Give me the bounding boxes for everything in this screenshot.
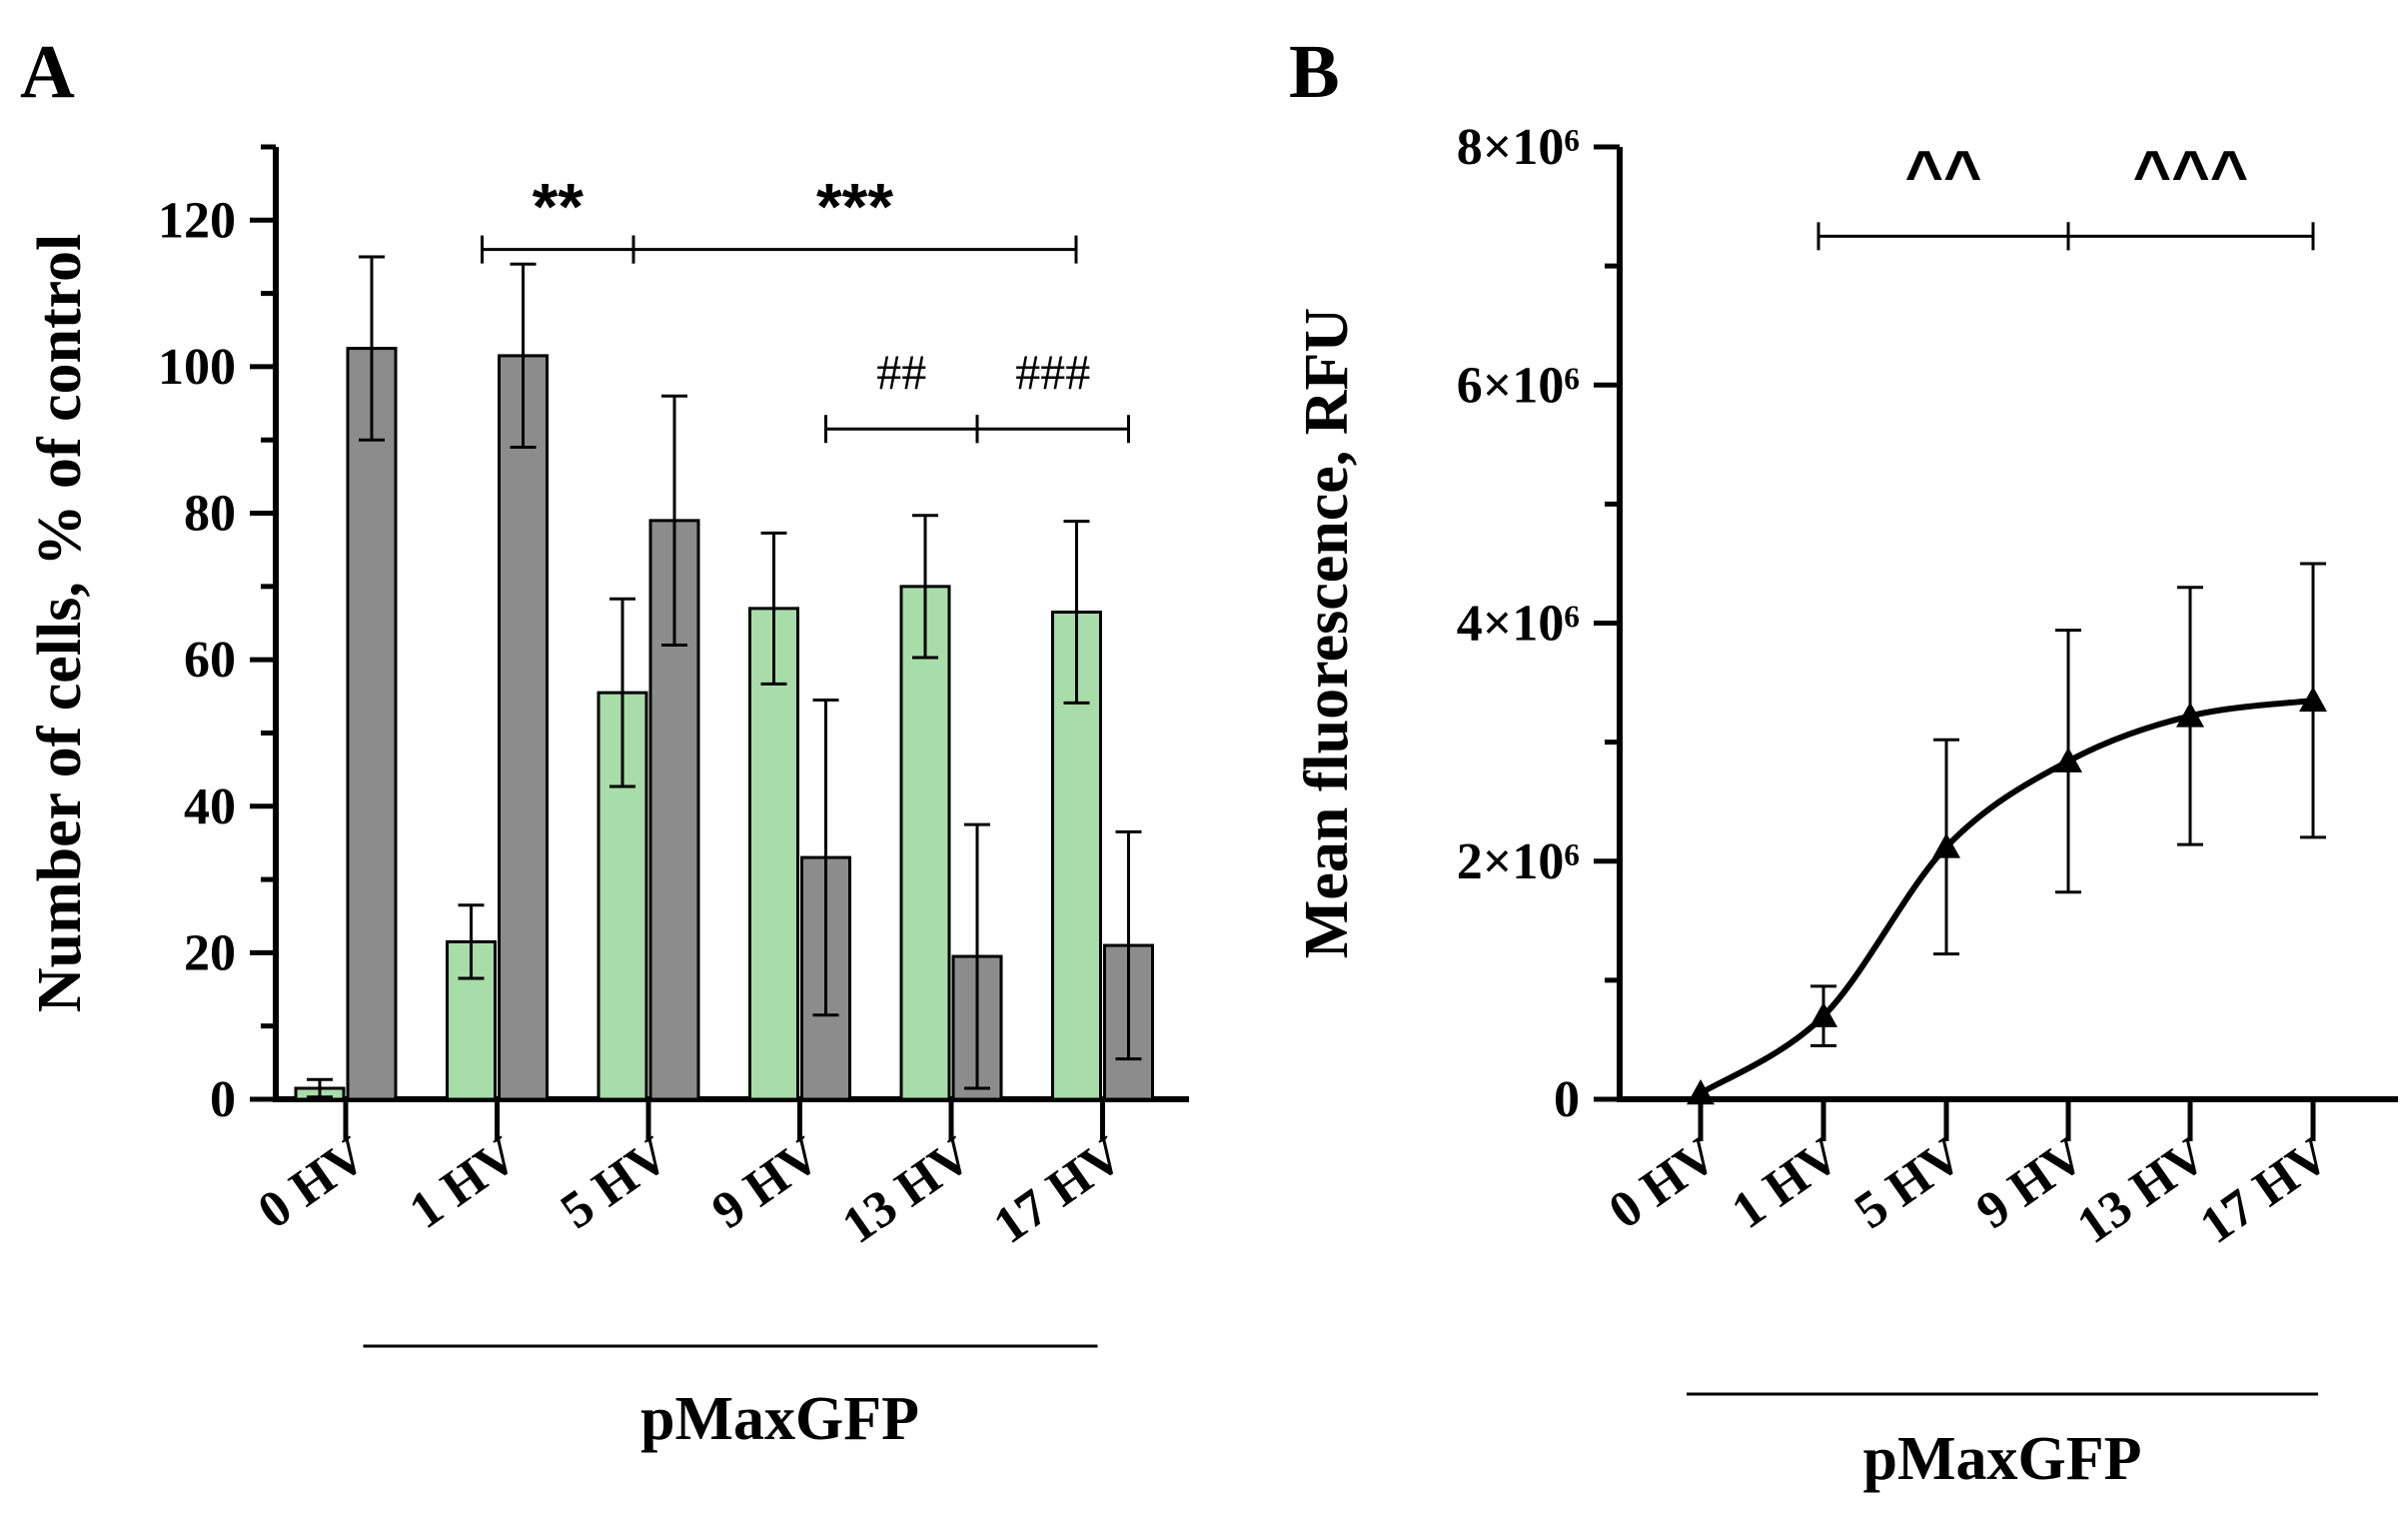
x-tick-label: 5 HV: [551, 1126, 679, 1240]
sig-label: ###: [1015, 344, 1090, 400]
y-tick-label: 4×10⁶: [1457, 596, 1580, 653]
y-tick-label: 20: [184, 924, 236, 981]
x-tick-label: 0 HV: [248, 1126, 377, 1240]
panel-letter: A: [20, 30, 75, 114]
x-tick-label: 17 HV: [984, 1126, 1134, 1255]
sig-label: **: [533, 170, 585, 244]
y-tick-label: 60: [184, 632, 236, 689]
data-point-marker: [1809, 1001, 1837, 1027]
data-point-marker: [2054, 747, 2082, 772]
y-tick-label: 2×10⁶: [1457, 833, 1580, 890]
group-label: pMaxGFP: [1863, 1425, 2142, 1493]
data-point-marker: [1932, 832, 1960, 858]
x-tick-label: 1 HV: [1722, 1126, 1850, 1240]
data-point-marker: [2176, 702, 2204, 728]
bar-series-1: [899, 585, 951, 1101]
bar-series-2: [498, 354, 549, 1101]
sig-label: ^^^: [2133, 136, 2249, 210]
y-tick-label: 8×10⁶: [1457, 119, 1580, 176]
y-axis-title: Mean fluorescence, RFU: [1293, 308, 1361, 958]
y-axis-title: Number of cells, % of control: [26, 234, 94, 1012]
panel-b: B 0 2×10⁶ 4×10⁶ 6×10⁶ 8×10⁶ Mean fluorescence,…: [1289, 30, 2398, 1493]
x-tick-label: 0 HV: [1599, 1126, 1728, 1240]
y-tick-label: 0: [1554, 1071, 1580, 1128]
x-tick-label: 13 HV: [832, 1126, 982, 1255]
y-tick-label: 100: [158, 339, 236, 396]
bar-series-2: [346, 347, 398, 1101]
y-tick-label: 80: [184, 486, 236, 543]
group-label: pMaxGFP: [640, 1385, 919, 1453]
y-tick-label: 6×10⁶: [1457, 357, 1580, 414]
panel-a: A 0 20 40 60 80 100 120 Number of cells, % of co…: [20, 30, 1189, 1453]
panel-letter: B: [1289, 30, 1340, 114]
bar-series-1: [748, 607, 799, 1101]
series-line: [1699, 697, 2314, 1096]
sig-label: ^^: [1904, 136, 1981, 210]
data-point-marker: [2299, 686, 2327, 713]
x-tick-label: 17 HV: [2190, 1126, 2340, 1255]
x-tick-label: 1 HV: [400, 1126, 529, 1240]
x-tick-label: 9 HV: [1966, 1126, 2095, 1240]
y-tick-label: 40: [184, 778, 236, 835]
sig-label: ##: [876, 344, 926, 400]
data-point-marker: [1687, 1079, 1715, 1105]
x-tick-label: 13 HV: [2067, 1126, 2217, 1255]
y-tick-label: 120: [158, 192, 236, 249]
sig-label: ***: [816, 170, 893, 244]
y-tick-label: 0: [210, 1071, 236, 1128]
x-tick-label: 9 HV: [702, 1126, 831, 1240]
x-tick-label: 5 HV: [1844, 1126, 1973, 1240]
